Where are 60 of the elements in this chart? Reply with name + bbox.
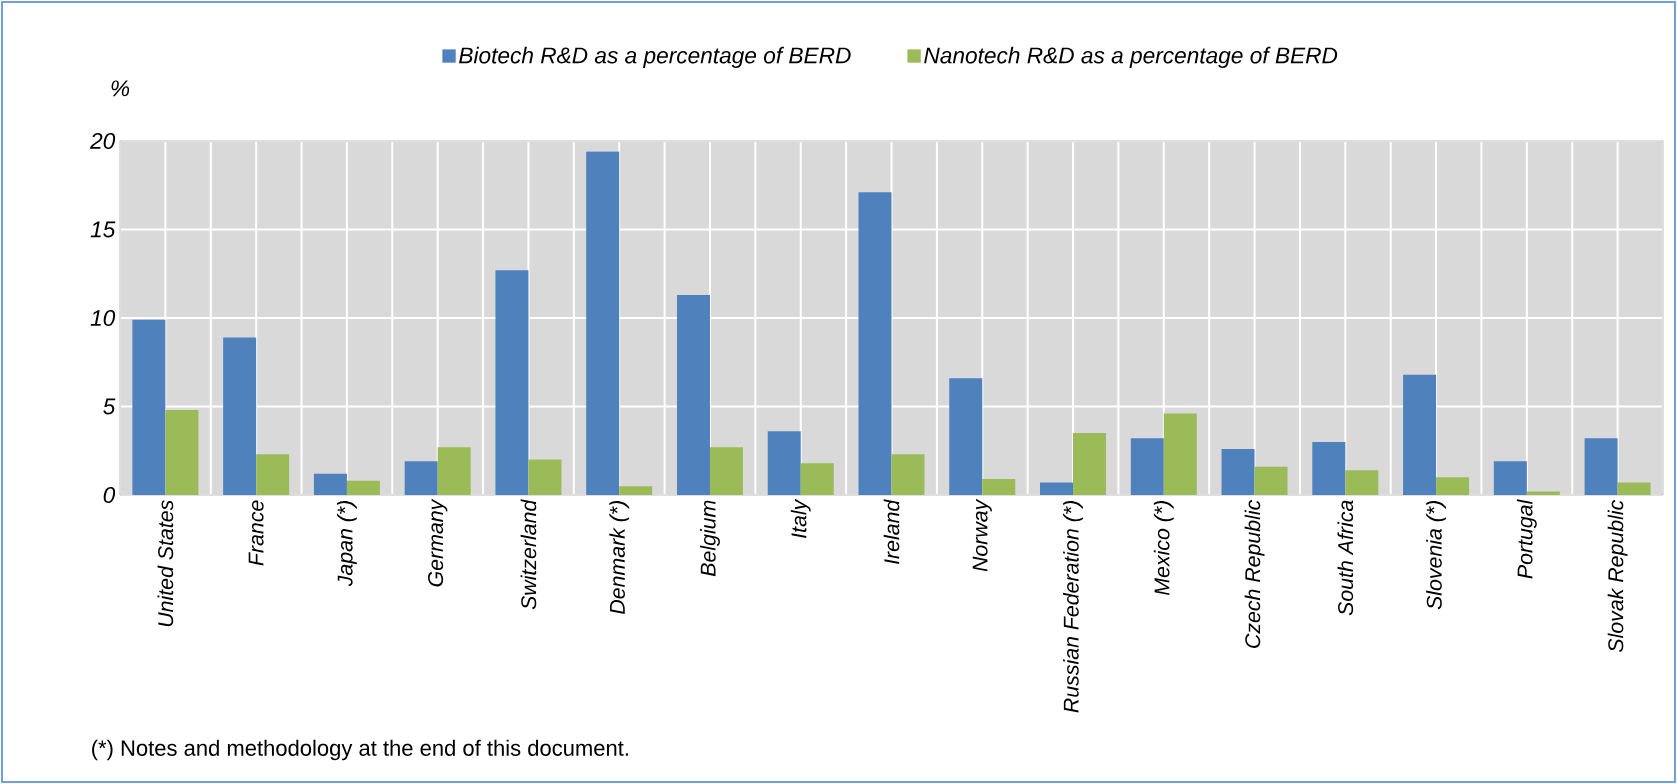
x-tick-label: Germany (428, 498, 448, 587)
bar (709, 447, 743, 495)
bar (858, 192, 892, 495)
bar (1073, 433, 1107, 495)
bar (1312, 441, 1346, 495)
x-tick-label: Denmark (*) (609, 501, 630, 615)
bar (1163, 413, 1197, 495)
bar (1526, 491, 1560, 495)
bar (949, 378, 983, 495)
bar (1403, 374, 1437, 495)
bar (1254, 466, 1288, 495)
x-tick-label: Belgium (700, 500, 720, 577)
bar (1221, 448, 1255, 495)
bar (1130, 438, 1164, 495)
x-tick-label: Switzerland (520, 499, 537, 610)
legend-label: Biotech R&D as a percentage of BERD (459, 46, 851, 68)
y-tick-label: 0 (103, 486, 116, 504)
bar (165, 410, 199, 495)
bar (767, 431, 801, 495)
x-tick-label: Slovenia (*) (1426, 501, 1447, 610)
bar (1436, 477, 1470, 495)
bar (313, 473, 347, 495)
x-tick-label: Italy (790, 498, 811, 538)
bar (1040, 482, 1074, 495)
bar (132, 319, 166, 495)
text: (*) Notes and methodology at the end of this document. (92, 739, 628, 761)
x-tick-label: Ireland (883, 499, 900, 565)
legend-label: Nanotech R&D as a percentage of BERD (924, 46, 1338, 68)
bar (346, 480, 380, 495)
bar (528, 459, 562, 495)
bar (1345, 470, 1379, 495)
x-tick-label: United States (157, 500, 174, 627)
x-tick-label: Norway (972, 498, 992, 572)
bar (891, 454, 925, 495)
bar (437, 447, 471, 495)
y-tick-label: 15 (90, 221, 116, 238)
bar (223, 337, 257, 495)
bar (586, 151, 620, 495)
x-tick-label: Slovak Republic (1607, 499, 1628, 653)
y-tick-label: 20 (89, 132, 116, 150)
x-tick-label: Portugal (1516, 499, 1537, 579)
x-tick-label: South Africa (1337, 500, 1354, 616)
bar (256, 454, 290, 495)
bar (982, 479, 1016, 495)
bar (676, 294, 710, 495)
bar (1584, 438, 1618, 495)
bar (404, 461, 438, 495)
x-tick-label: Mexico (*) (1153, 501, 1174, 596)
bar (495, 270, 529, 495)
x-tick-label: Japan (*) (336, 501, 357, 587)
bar (1493, 461, 1527, 495)
x-tick-label: Russian Federation (*) (1063, 501, 1083, 713)
bar (1617, 482, 1651, 495)
x-tick-label: Czech Republic (1244, 499, 1265, 648)
bar (619, 486, 653, 495)
y-tick-label: 5 (103, 398, 116, 415)
y-tick-label: 10 (90, 309, 116, 327)
y-axis-title: % (111, 80, 130, 97)
bar (800, 463, 834, 495)
x-tick-label: France (248, 500, 264, 566)
